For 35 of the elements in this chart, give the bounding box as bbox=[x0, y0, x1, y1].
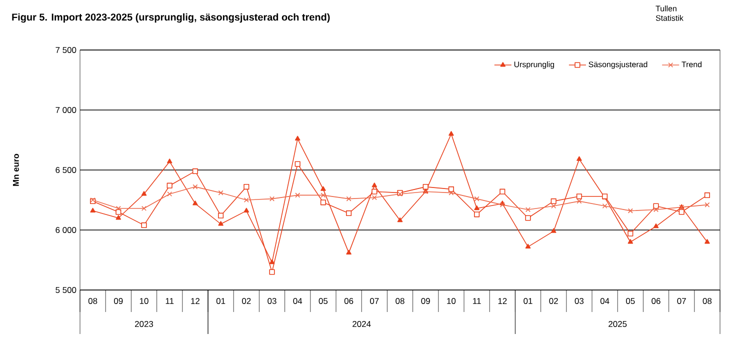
x-tick-label: 02 bbox=[549, 298, 558, 304]
x-tick-label: 09 bbox=[114, 298, 123, 304]
x-tick-label: 03 bbox=[574, 298, 584, 304]
y-tick-label: 6 000 bbox=[56, 227, 76, 233]
x-tick-label: 08 bbox=[88, 298, 98, 304]
x-tick-label: 08 bbox=[396, 298, 404, 304]
y-tick-label: 7 500 bbox=[56, 47, 76, 53]
text: 2023 bbox=[135, 321, 154, 327]
chart-title: Figur 5. Import 2023-2025 (ursprunglig, säsongsjusterad och trend) bbox=[12, 13, 330, 23]
x-tick-label: 01 bbox=[524, 298, 532, 304]
x-tick-label: 07 bbox=[370, 298, 379, 304]
x-tick-label: 04 bbox=[600, 298, 610, 304]
x-tick-label: 12 bbox=[191, 298, 200, 304]
x-tick-label: 08 bbox=[702, 298, 712, 304]
x-tick-label: 11 bbox=[166, 298, 174, 304]
y-tick-label: 6 500 bbox=[56, 167, 76, 173]
x-tick-label: 10 bbox=[140, 298, 148, 304]
x-tick-label: 11 bbox=[473, 298, 481, 304]
x-tick-label: 07 bbox=[677, 298, 686, 304]
x-tick-label: 04 bbox=[293, 298, 302, 304]
x-tick-label: 01 bbox=[216, 298, 226, 304]
x-tick-label: 05 bbox=[626, 298, 635, 304]
x-tick-label: 05 bbox=[318, 298, 328, 304]
text: 2025 bbox=[608, 321, 627, 327]
x-tick-label: 10 bbox=[447, 298, 456, 304]
y-axis-title: Mn euro bbox=[12, 154, 19, 186]
y-tick-label: 5 500 bbox=[56, 287, 76, 293]
text: 2024 bbox=[352, 321, 371, 327]
x-tick-label: 09 bbox=[421, 298, 430, 304]
y-tick-label: 7 000 bbox=[56, 107, 76, 113]
x-tick-label: 06 bbox=[344, 298, 354, 304]
x-tick-label: 06 bbox=[652, 298, 660, 304]
x-tick-label: 03 bbox=[268, 298, 276, 304]
x-tick-label: 12 bbox=[498, 298, 507, 304]
x-tick-label: 02 bbox=[242, 298, 251, 304]
